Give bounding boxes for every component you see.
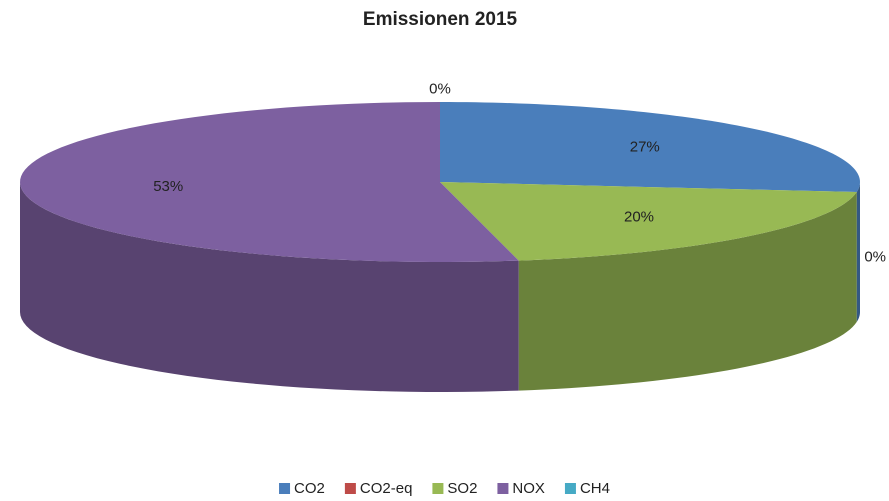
legend-label: SO2 xyxy=(447,480,477,497)
legend-label: CH4 xyxy=(580,480,610,497)
pie-slice xyxy=(440,182,857,261)
legend-swatch xyxy=(497,483,509,494)
pie-side xyxy=(518,192,857,391)
pie-slice xyxy=(20,102,519,262)
data-label: 0% xyxy=(429,81,451,98)
data-label: 20% xyxy=(624,209,654,226)
pie-slice xyxy=(440,102,860,193)
pie-side xyxy=(20,182,519,392)
legend-swatch xyxy=(432,483,444,494)
legend-label: NOX xyxy=(512,480,545,497)
data-label: 0% xyxy=(864,248,886,265)
pie-side xyxy=(856,182,860,323)
legend-label: CO2 xyxy=(294,480,325,497)
legend-swatch xyxy=(279,483,291,494)
data-label: 27% xyxy=(630,139,660,156)
legend: CO2 CO2-eq SO2 NOX CH4 xyxy=(279,480,610,497)
legend-swatch xyxy=(564,483,576,494)
legend-label: CO2-eq xyxy=(360,480,413,497)
chart-title: Emissionen 2015 xyxy=(363,9,518,30)
legend-swatch xyxy=(344,483,356,494)
data-label: 53% xyxy=(153,178,183,195)
